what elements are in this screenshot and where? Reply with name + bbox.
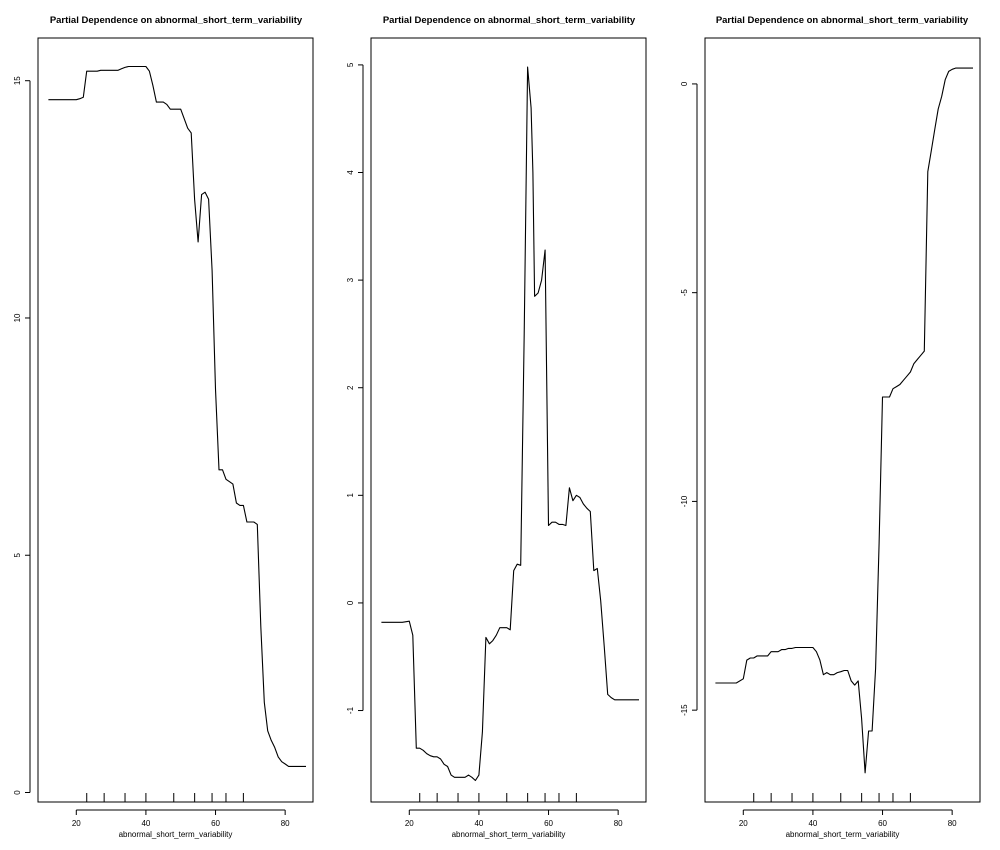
x-tick-label-right: 20 bbox=[739, 819, 748, 828]
y-tick-label-middle: 3 bbox=[346, 277, 355, 282]
x-tick-label-right: 80 bbox=[948, 819, 957, 828]
y-tick-label-left: 10 bbox=[13, 313, 22, 322]
series-line-middle bbox=[381, 66, 639, 782]
x-tick-label-middle: 20 bbox=[405, 819, 414, 828]
x-axis-label-left: abnormal_short_term_variability bbox=[119, 830, 233, 839]
panel-right: Partial Dependence on abnormal_short_ter… bbox=[680, 15, 981, 839]
plot-frame-right bbox=[704, 37, 981, 803]
x-tick-label-left: 80 bbox=[281, 819, 290, 828]
x-tick-label-left: 40 bbox=[141, 819, 150, 828]
y-tick-label-middle: 1 bbox=[346, 493, 355, 498]
y-tick-label-middle: 4 bbox=[346, 170, 355, 175]
y-tick-label-right: 0 bbox=[680, 81, 689, 86]
y-tick-label-middle: 0 bbox=[346, 600, 355, 605]
plot-frame-left bbox=[37, 37, 314, 803]
y-tick-label-left: 5 bbox=[13, 552, 22, 557]
x-axis-label-right: abnormal_short_term_variability bbox=[786, 830, 900, 839]
y-tick-label-left: 0 bbox=[13, 790, 22, 795]
series-line-right bbox=[715, 67, 973, 774]
panel-left: Partial Dependence on abnormal_short_ter… bbox=[13, 15, 314, 839]
chart-title-middle: Partial Dependence on abnormal_short_ter… bbox=[383, 15, 636, 26]
y-tick-label-right: -10 bbox=[680, 495, 689, 507]
x-tick-label-middle: 60 bbox=[544, 819, 553, 828]
series-line-left bbox=[48, 65, 306, 767]
x-tick-label-middle: 80 bbox=[614, 819, 623, 828]
y-tick-label-right: -5 bbox=[680, 289, 689, 297]
x-axis-label-middle: abnormal_short_term_variability bbox=[452, 830, 566, 839]
chart-title-right: Partial Dependence on abnormal_short_ter… bbox=[716, 15, 969, 26]
panel-middle: Partial Dependence on abnormal_short_ter… bbox=[346, 15, 647, 839]
x-tick-label-middle: 40 bbox=[474, 819, 483, 828]
chart-title-left: Partial Dependence on abnormal_short_ter… bbox=[50, 15, 303, 26]
plot-frame-middle bbox=[370, 37, 647, 803]
x-tick-label-left: 60 bbox=[211, 819, 220, 828]
y-tick-label-left: 15 bbox=[13, 76, 22, 85]
y-tick-label-middle: -1 bbox=[346, 706, 355, 714]
y-tick-label-right: -15 bbox=[680, 704, 689, 716]
x-tick-label-right: 60 bbox=[878, 819, 887, 828]
y-tick-label-middle: 2 bbox=[346, 385, 355, 390]
x-tick-label-right: 40 bbox=[808, 819, 817, 828]
x-tick-label-left: 20 bbox=[72, 819, 81, 828]
y-tick-label-middle: 5 bbox=[346, 62, 355, 67]
